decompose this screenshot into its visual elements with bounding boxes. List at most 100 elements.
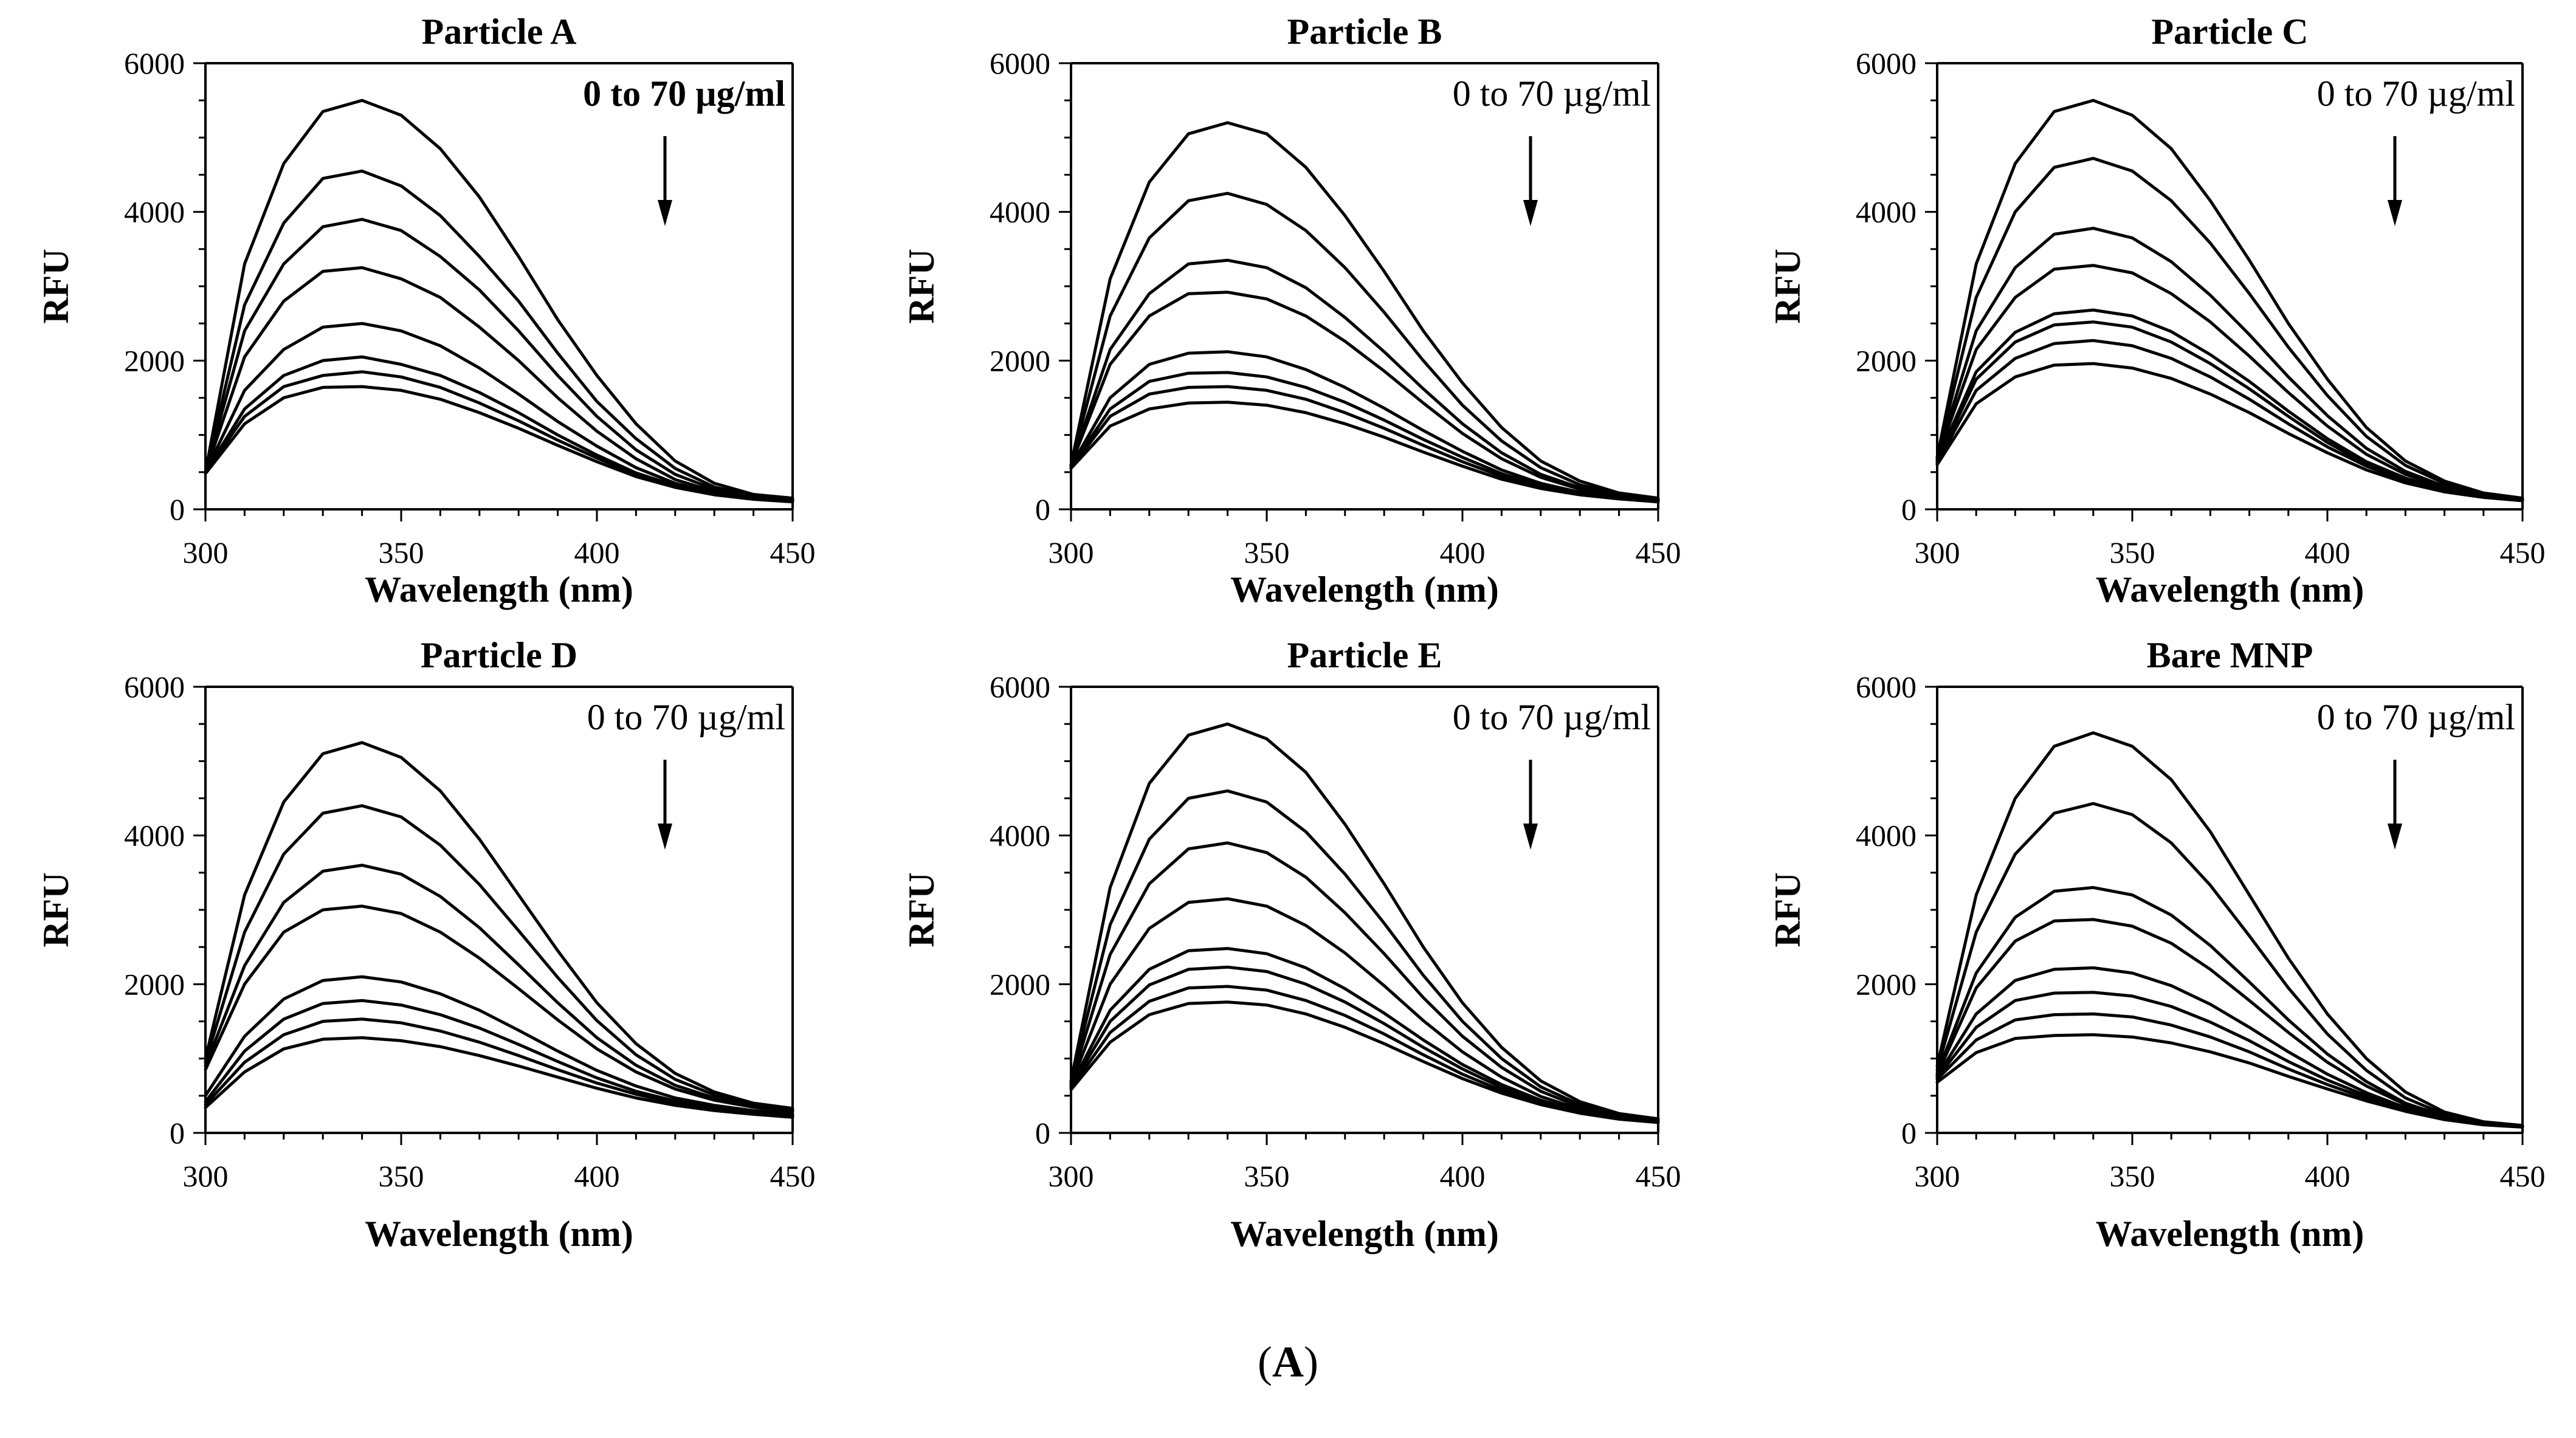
- x-axis-label: Wavelength (nm): [365, 1214, 633, 1254]
- series-line-4: [1935, 264, 2524, 501]
- series-line-8: [1069, 401, 1660, 504]
- chart-panel-4: 300 350 400 450 0 2000 4000 6000 Particle D Wavel…: [36, 635, 816, 1254]
- series-line-2: [1069, 789, 1660, 1121]
- chart-title: Particle D: [421, 635, 577, 675]
- y-tick-label: 6000: [1856, 46, 1917, 80]
- y-tick-label: 6000: [124, 46, 185, 80]
- series-line-8: [1069, 1000, 1660, 1124]
- x-tick-label: 400: [2305, 1159, 2350, 1193]
- x-tick-label: 300: [1915, 1159, 1960, 1193]
- series-line-3: [1069, 841, 1660, 1122]
- series-line-6: [1935, 320, 2524, 502]
- y-axis-label: RFU: [901, 249, 942, 323]
- chart-title: Bare MNP: [2147, 635, 2313, 675]
- y-tick-label: 6000: [1856, 670, 1917, 704]
- series-line-3: [1935, 227, 2524, 501]
- series-line-4: [1935, 918, 2524, 1128]
- chart-panel-1: 300 350 400 450 0 2000 4000 6000 Particle A Wavel…: [36, 12, 816, 610]
- x-tick-label: 350: [379, 535, 424, 569]
- series-line-6: [204, 999, 794, 1117]
- concentration-annotation: 0 to 70 µg/ml: [583, 74, 785, 114]
- y-tick-label: 6000: [990, 46, 1050, 80]
- x-tick-label: 350: [379, 1159, 424, 1193]
- x-axis-label: Wavelength (nm): [1230, 569, 1499, 610]
- series-line-8: [204, 385, 794, 504]
- y-axis-label: RFU: [901, 872, 942, 947]
- series-line-3: [1069, 258, 1660, 501]
- concentration-annotation: 0 to 70 µg/ml: [587, 697, 785, 737]
- x-tick-label: 450: [1636, 535, 1681, 569]
- concentration-arrow-head: [1523, 200, 1538, 226]
- chart-title: Particle E: [1287, 635, 1442, 675]
- concentration-annotation: 0 to 70 µg/ml: [1453, 74, 1651, 114]
- series-line-2: [1935, 802, 2524, 1127]
- x-axis-label: Wavelength (nm): [1230, 1214, 1499, 1254]
- series-line-1: [1069, 121, 1660, 500]
- series-line-1: [1935, 731, 2524, 1127]
- y-tick-label: 6000: [990, 670, 1050, 704]
- chart-panel-2: 300 350 400 450 0 2000 4000 6000 Particle B Wavel…: [901, 12, 1681, 610]
- chart-title: Particle A: [422, 12, 577, 52]
- y-tick-label: 0: [1901, 1116, 1917, 1150]
- series-line-1: [1069, 722, 1660, 1121]
- y-tick-label: 4000: [124, 819, 185, 853]
- series-line-3: [1935, 886, 2524, 1128]
- chart-panel-6: 300 350 400 450 0 2000 4000 6000 Bare MNP Wavelen…: [1768, 635, 2546, 1254]
- concentration-annotation: 0 to 70 µg/ml: [2317, 74, 2515, 114]
- series-line-1: [204, 98, 794, 500]
- series-line-3: [204, 864, 794, 1112]
- y-axis-label: RFU: [36, 872, 76, 947]
- chart-title: Particle C: [2151, 12, 2308, 52]
- series-line-8: [204, 1036, 794, 1119]
- y-tick-label: 4000: [1856, 819, 1917, 853]
- concentration-arrow-head: [1523, 824, 1538, 850]
- x-tick-label: 400: [2305, 535, 2350, 569]
- concentration-arrow-head: [2388, 200, 2402, 226]
- concentration-arrow-head: [2388, 824, 2402, 850]
- concentration-annotation: 0 to 70 µg/ml: [2317, 697, 2515, 737]
- x-tick-label: 450: [770, 535, 816, 569]
- x-tick-label: 450: [2500, 535, 2546, 569]
- concentration-arrow-head: [658, 824, 672, 850]
- y-tick-label: 2000: [1856, 343, 1917, 377]
- y-tick-label: 0: [170, 492, 185, 526]
- x-tick-label: 400: [574, 1159, 620, 1193]
- x-tick-label: 400: [574, 535, 620, 569]
- y-axis-label: RFU: [1768, 872, 1808, 947]
- x-tick-label: 300: [1049, 535, 1094, 569]
- x-tick-label: 400: [1440, 535, 1486, 569]
- series-line-2: [204, 169, 794, 501]
- series-line-2: [1069, 191, 1660, 501]
- y-tick-label: 4000: [990, 195, 1050, 229]
- figure-label: (A): [1258, 1338, 1318, 1386]
- y-tick-label: 4000: [990, 819, 1050, 853]
- series-line-8: [1935, 1033, 2524, 1129]
- x-axis-label: Wavelength (nm): [365, 569, 633, 610]
- chart-panel-5: 300 350 400 450 0 2000 4000 6000 Particle E Wavel…: [901, 635, 1681, 1254]
- x-tick-label: 450: [1636, 1159, 1681, 1193]
- x-tick-label: 400: [1440, 1159, 1486, 1193]
- series-line-4: [204, 904, 794, 1113]
- series-line-1: [204, 741, 794, 1110]
- y-tick-label: 0: [1035, 492, 1050, 526]
- y-tick-label: 2000: [990, 967, 1050, 1001]
- y-tick-label: 4000: [124, 195, 185, 229]
- y-axis-label: RFU: [1768, 249, 1808, 323]
- y-tick-label: 0: [1901, 492, 1917, 526]
- y-tick-label: 2000: [1856, 967, 1917, 1001]
- x-tick-label: 350: [1244, 1159, 1290, 1193]
- x-tick-label: 450: [2500, 1159, 2546, 1193]
- x-tick-label: 300: [1915, 535, 1960, 569]
- chart-panel-3: 300 350 400 450 0 2000 4000 6000 Particle C Wavel…: [1768, 12, 2546, 610]
- x-tick-label: 450: [770, 1159, 816, 1193]
- y-axis-label: RFU: [36, 249, 76, 323]
- series-line-7: [204, 1017, 794, 1118]
- x-tick-label: 350: [1244, 535, 1290, 569]
- x-tick-label: 350: [2110, 535, 2155, 569]
- y-tick-label: 4000: [1856, 195, 1917, 229]
- x-tick-label: 300: [183, 535, 229, 569]
- series-line-2: [1935, 157, 2524, 500]
- series-line-3: [204, 218, 794, 501]
- x-tick-label: 300: [1049, 1159, 1094, 1193]
